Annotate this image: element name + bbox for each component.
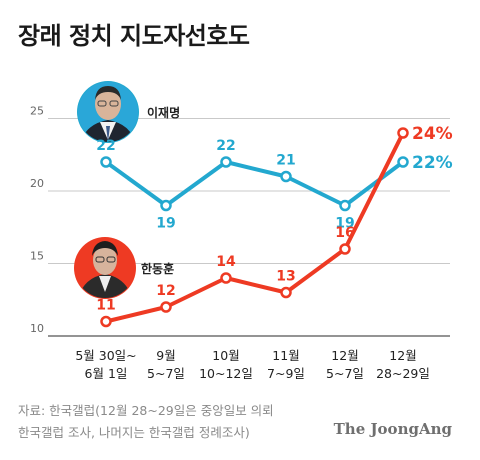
data-label: 19 [156,216,175,232]
data-label: 13 [276,269,295,285]
series-label-lee: 이재명 [147,105,180,120]
data-label: 12 [156,283,175,299]
data-point [280,170,292,183]
data-label: 22 [216,138,235,154]
series-line [104,160,405,208]
data-label: 11 [96,298,115,314]
y-tick-label: 25 [30,105,44,118]
data-label: 14 [216,254,236,270]
data-point [397,156,409,168]
data-point [160,301,172,313]
series-label-han: 한동훈 [141,261,174,276]
chart-title: 장래 정치 지도자선호도 [18,22,250,50]
data-label: 24% [412,124,453,144]
x-tick-label: 11월 7~9일 [267,348,305,381]
x-tick-label: 9월 5~7일 [147,348,185,381]
data-label: 22% [412,153,453,173]
y-tick-label: 15 [30,250,44,263]
x-tick-label: 5월 30일~ 6월 1일 [75,348,136,381]
data-point [339,243,351,255]
x-tick-label: 12월 5~7일 [326,348,364,381]
data-point [397,127,409,139]
data-point [100,156,112,168]
data-point [160,199,172,212]
data-point [339,199,351,212]
data-label: 22 [96,138,115,154]
data-label: 21 [276,153,295,169]
avatar-han [74,237,136,299]
data-point [280,286,292,299]
line-chart: 10 15 20 25 5월 30일~ 6월 1일 9월 5~7일 10월 10~12일 11월 7… [30,81,453,381]
y-tick-label: 20 [30,177,44,190]
source-note: 자료: 한국갤럽(12월 28~29일은 중앙일보 의뢰 한국갤럽 조사, 나머… [18,400,274,444]
data-point [100,315,112,328]
data-point [220,272,232,284]
source-line-1: 자료: 한국갤럽(12월 28~29일은 중앙일보 의뢰 [18,403,274,418]
brand-logo: The JoongAng [333,420,452,438]
x-tick-label: 12월 28~29일 [376,348,430,381]
data-point [220,156,232,168]
data-label: 16 [335,225,354,241]
avatar-lee [77,81,139,143]
data-label: 19 [335,216,354,232]
series-line [104,131,405,324]
source-line-2: 한국갤럽 조사, 나머지는 한국갤럽 정례조사) [18,425,250,440]
y-tick-label: 10 [30,322,44,335]
x-tick-label: 10월 10~12일 [199,348,253,381]
